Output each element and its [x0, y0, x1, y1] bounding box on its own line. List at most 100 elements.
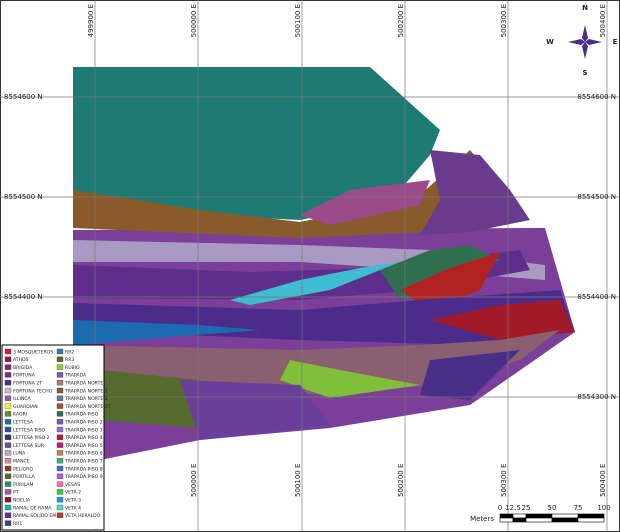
legend-label: PORTILLA	[13, 474, 36, 480]
unit-piso-4	[400, 252, 500, 310]
grid-label: 8554600 N	[577, 93, 616, 101]
legend-swatch	[56, 403, 64, 409]
legend-label: ILLINCA	[13, 396, 31, 402]
legend-label: TRAPADA PISO 6	[64, 451, 103, 457]
legend-swatch	[56, 387, 64, 394]
legend-label: LETTESA SUR	[13, 443, 45, 449]
legend-label: RR3	[65, 357, 74, 363]
legend-label: MANCE	[13, 459, 30, 465]
legend-label: RAMAL SOLIDO EM	[13, 513, 56, 519]
legend-swatch	[4, 450, 12, 456]
legend-label: FORTUNA TECHO	[13, 388, 53, 394]
legend-label: TRAPADA PISO	[64, 412, 99, 418]
legend-label: TRAPADA PISO 2	[64, 420, 103, 426]
scale-segment	[551, 513, 579, 519]
legend-label: TRAPADA PISO 5	[64, 443, 103, 449]
unit-rr1	[420, 350, 520, 400]
unit-fortuna-2t	[420, 150, 530, 235]
scale-segment	[525, 517, 553, 523]
unit-ramal	[73, 67, 440, 220]
grid-label: 500000 E	[190, 464, 198, 497]
legend-swatch	[4, 481, 12, 487]
compass-rose	[585, 39, 602, 45]
scale-bar: 0 12.5 25 50 75 100 Meters	[470, 504, 611, 523]
grid-label: 500100 E	[294, 4, 302, 37]
legend-label: RAMAL DE RAMA	[13, 505, 52, 511]
legend-swatch	[56, 372, 64, 378]
legend: 3 MOSQUETEROS ATHOS BRIGIDA FORTUNA FORTUNA …	[1, 344, 111, 531]
legend-swatch	[56, 380, 64, 386]
legend-label: VETA 2	[65, 490, 81, 496]
legend-label: TRAPADA PISO 8	[64, 466, 103, 472]
legend-swatch	[4, 395, 12, 401]
grid-label: 499900 E	[87, 4, 95, 37]
legend-swatch	[56, 497, 64, 503]
scale-label: 75	[574, 504, 583, 512]
legend-swatch	[4, 473, 12, 479]
scale-unit: Meters	[470, 515, 494, 523]
legend-swatch	[4, 497, 12, 503]
scale-label: 0	[498, 504, 502, 512]
scale-segment	[512, 517, 527, 523]
grid-label: 500400 E	[599, 464, 607, 497]
compass-w: W	[546, 38, 554, 46]
legend-label: TRAPADA PISO 9	[64, 474, 103, 480]
legend-swatch	[56, 356, 64, 362]
legend-swatch	[56, 442, 64, 448]
grid-label: 500200 E	[397, 464, 405, 497]
grid-label: 500000 E	[190, 4, 198, 37]
legend-swatch	[4, 387, 12, 394]
legend-swatch	[4, 504, 12, 511]
grid-label: 500400 E	[599, 4, 607, 37]
legend-label: VESAS	[65, 482, 80, 488]
legend-label: TRAPADA NORTE	[64, 381, 103, 387]
scale-segment	[512, 513, 527, 519]
legend-label: LETTESA PISO	[13, 427, 46, 433]
scale-segment	[499, 517, 514, 523]
scale-label: 12.5	[505, 504, 521, 512]
grid-label: 8554400 N	[4, 293, 43, 301]
legend-swatch	[56, 364, 64, 370]
grid-label: 8554500 N	[577, 193, 616, 201]
legend-swatch	[4, 512, 12, 518]
legend-label: TRAPADA PISO 7	[64, 459, 103, 465]
legend-label: ATHOS	[13, 357, 29, 363]
unit-pt	[180, 380, 330, 440]
legend-label: RUBIO	[65, 365, 80, 371]
legend-swatch	[56, 395, 64, 401]
legend-swatch	[4, 442, 12, 448]
legend-label: VETA 3	[65, 498, 81, 504]
legend-label: TRAPADA NORTE 2T	[64, 404, 111, 410]
legend-swatch	[4, 403, 12, 409]
scale-segment	[551, 517, 579, 523]
legend-label: KAORI	[13, 412, 27, 418]
legend-swatch	[56, 411, 64, 417]
legend-label: PELIGRO	[13, 466, 33, 472]
legend-label: LETTESA	[13, 420, 34, 426]
grid-label: 8554400 N	[577, 293, 616, 301]
legend-label: LETTESA PISO 2	[13, 435, 50, 441]
grid-label: 8554300 N	[577, 393, 616, 401]
grid-label: 500300 E	[500, 4, 508, 37]
unit-lettesa	[73, 320, 260, 345]
scale-label: 100	[597, 504, 610, 512]
legend-label: VETA HERALDO	[65, 513, 101, 519]
compass-n: N	[582, 4, 588, 12]
legend-label: GUARDIAN	[13, 404, 38, 410]
scale-segment	[499, 513, 514, 519]
legend-label: RR2	[65, 349, 74, 355]
legend-swatch	[56, 458, 64, 464]
legend-swatch	[56, 426, 64, 433]
legend-label: TRAPADA PISO 3	[64, 427, 103, 433]
scale-label: 50	[548, 504, 557, 512]
geology	[73, 67, 575, 460]
compass-rose	[582, 25, 588, 42]
legend-label: RR1	[13, 521, 22, 527]
legend-label: 3 MOSQUETEROS	[13, 349, 53, 355]
legend-label: FORTUNA	[13, 373, 36, 379]
legend-swatch	[56, 512, 64, 518]
legend-label: TRAPADA PISO 4	[64, 435, 103, 441]
